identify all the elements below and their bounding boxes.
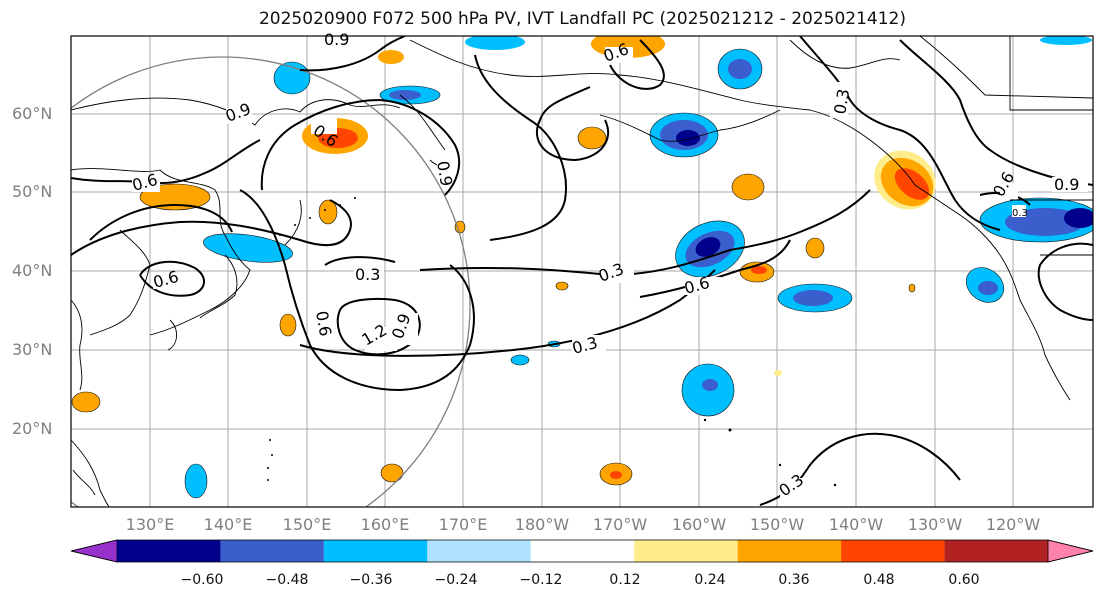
contour-line bbox=[474, 54, 567, 241]
colorbar-extend-max bbox=[1047, 539, 1094, 563]
colorbar-tick-label: −0.12 bbox=[519, 572, 563, 588]
lon-label: 120°W bbox=[985, 515, 1041, 534]
fill-patch bbox=[676, 130, 700, 146]
fill-patch bbox=[465, 36, 525, 50]
lon-label: 180°W bbox=[514, 515, 570, 534]
lat-label: 50°N bbox=[12, 182, 53, 201]
contour-label: 0.9 bbox=[433, 159, 456, 187]
lon-label: 160°W bbox=[671, 515, 727, 534]
contour-line bbox=[609, 39, 665, 90]
colorbar-segment bbox=[944, 540, 1048, 562]
coastlines bbox=[71, 36, 1093, 507]
colorbar-segment bbox=[117, 540, 221, 562]
colorbar-extend-min bbox=[70, 539, 118, 563]
fill-patch bbox=[695, 237, 721, 257]
lon-label: 130°W bbox=[907, 515, 963, 534]
fill-patch bbox=[728, 59, 752, 79]
colorbar-segment bbox=[427, 540, 531, 562]
fill-patch bbox=[978, 281, 998, 295]
contour-label-backgrounds bbox=[132, 36, 1088, 498]
fill-patch bbox=[389, 90, 421, 100]
colorbar-segment bbox=[634, 540, 738, 562]
lon-label: 140°W bbox=[828, 515, 884, 534]
colorbar-tick-label: −0.48 bbox=[265, 572, 309, 588]
fill-patch bbox=[702, 379, 718, 391]
contour-line bbox=[299, 36, 406, 72]
lon-label: 140°E bbox=[203, 515, 253, 534]
contour-line bbox=[639, 239, 791, 298]
colorbar-segment bbox=[737, 540, 842, 562]
colorbar-tick-label: 0.48 bbox=[863, 572, 895, 588]
fill-patch bbox=[71, 391, 101, 413]
contour-label: 0.9 bbox=[1054, 175, 1079, 194]
fill-patch bbox=[184, 463, 208, 499]
fill-patch bbox=[1040, 36, 1092, 45]
fill-patch bbox=[751, 266, 767, 274]
lon-label: 150°W bbox=[749, 515, 805, 534]
contour-label: 0.3 bbox=[355, 265, 380, 284]
contour-line bbox=[799, 36, 1001, 231]
fill-patch bbox=[774, 370, 782, 376]
colorbar-tick-label: 0.60 bbox=[948, 572, 980, 588]
contour-label: 0.3 bbox=[830, 87, 853, 115]
colorbar-tick-label: 0.36 bbox=[778, 572, 810, 588]
lon-label: 150°E bbox=[282, 515, 332, 534]
lat-label: 40°N bbox=[12, 261, 53, 280]
fill-patch bbox=[318, 199, 338, 225]
contour-line bbox=[1037, 242, 1093, 321]
fill-patch bbox=[378, 50, 404, 64]
contour-line bbox=[419, 189, 871, 277]
contour-line bbox=[260, 98, 461, 196]
fill-patch bbox=[793, 290, 833, 306]
map-title: 2025020900 F072 500 hPa PV, IVT Landfall… bbox=[258, 9, 906, 29]
lat-label: 60°N bbox=[12, 104, 53, 123]
fill-patch bbox=[380, 463, 404, 483]
fill-patch bbox=[510, 354, 530, 366]
colorbar-tick-label: −0.36 bbox=[349, 572, 393, 588]
colorbar-tick-label: −0.60 bbox=[180, 572, 224, 588]
colorbar-tick-label: 0.24 bbox=[694, 572, 726, 588]
colorbar-segment bbox=[530, 540, 635, 562]
map-frame bbox=[70, 35, 1094, 508]
lat-label: 30°N bbox=[12, 340, 53, 359]
contour-line bbox=[71, 139, 261, 185]
fill-patch bbox=[894, 168, 930, 200]
lon-label: 170°W bbox=[592, 515, 648, 534]
contour-line bbox=[535, 86, 610, 162]
contour-line bbox=[139, 260, 205, 297]
fill-patch bbox=[731, 173, 765, 201]
colorbar-tick-label: 0.12 bbox=[609, 572, 641, 588]
fill-patch bbox=[454, 220, 466, 234]
colorbar-segment bbox=[323, 540, 428, 562]
contour-line bbox=[239, 189, 475, 392]
fill-patch bbox=[610, 471, 622, 479]
lon-label: 130°E bbox=[125, 515, 175, 534]
fill-patch bbox=[577, 126, 607, 150]
fill-patch bbox=[555, 281, 569, 291]
range-circle bbox=[71, 56, 471, 507]
colorbar-segment bbox=[220, 540, 324, 562]
contour-line bbox=[899, 39, 1093, 186]
fill-patch bbox=[279, 313, 297, 337]
contour-label: 0.3 bbox=[1012, 208, 1028, 219]
colorbar bbox=[70, 539, 1094, 563]
contour-lines bbox=[71, 36, 1093, 506]
lat-label: 20°N bbox=[12, 419, 53, 438]
lon-label: 170°E bbox=[438, 515, 488, 534]
colorbar-tick-label: −0.24 bbox=[434, 572, 478, 588]
contour-labels: 0.9 0.6 0.9 0.6 0.6 0.9 0.3 0.6 1.2 0.9 … bbox=[130, 30, 1079, 500]
contour-line bbox=[89, 203, 233, 241]
fill-patch bbox=[908, 283, 916, 293]
fill-patch bbox=[1064, 208, 1093, 228]
contour-label: 0.9 bbox=[324, 30, 349, 49]
lon-label: 160°E bbox=[360, 515, 410, 534]
fill-patch bbox=[805, 237, 825, 259]
pv-anomaly-fills bbox=[71, 36, 1093, 499]
colorbar-segment bbox=[841, 540, 945, 562]
contour-line bbox=[71, 199, 352, 256]
colorbar-outline bbox=[70, 539, 1094, 563]
contour-line bbox=[324, 256, 396, 266]
contour-label: 0.6 bbox=[312, 309, 335, 337]
